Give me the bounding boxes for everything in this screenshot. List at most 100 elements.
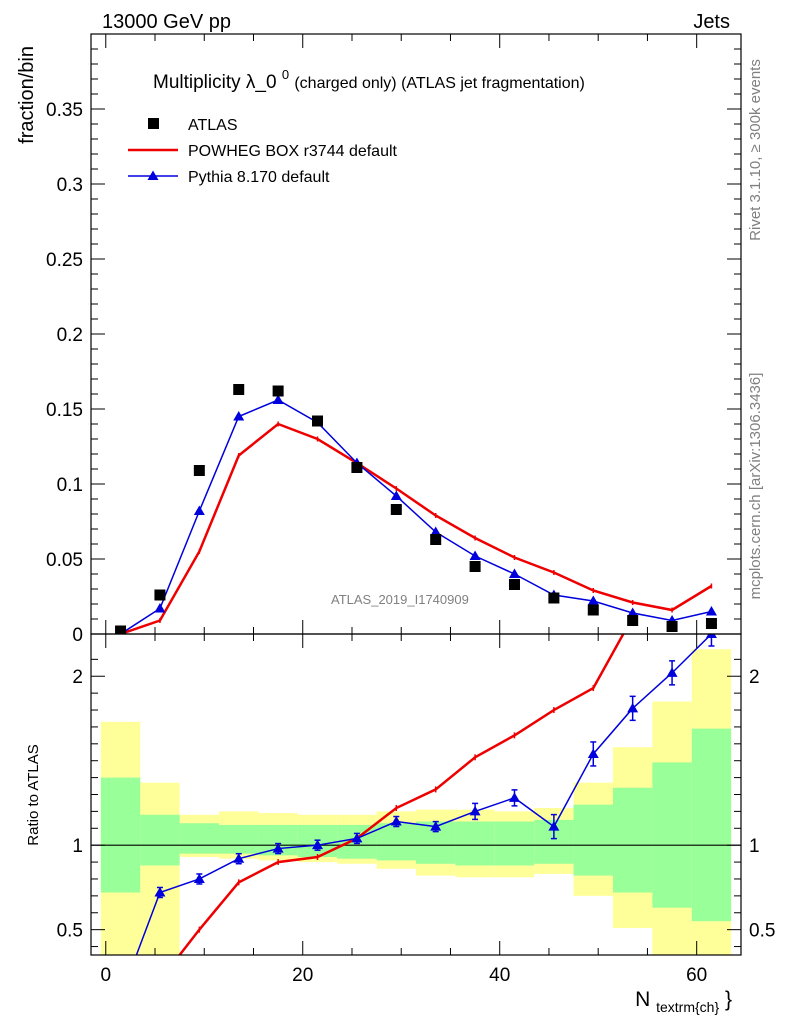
- pythia-line: [120, 399, 712, 634]
- legend-powheg-label: POWHEG BOX r3744 default: [188, 143, 398, 160]
- band-green-bin: [612, 787, 653, 893]
- band-green-bin: [140, 814, 180, 866]
- main-ytick-label: 0.35: [46, 100, 83, 121]
- ratio-pythia-point: [154, 886, 166, 897]
- ratio-pythia-point: [548, 821, 560, 831]
- band-green-bin: [179, 823, 220, 854]
- atlas-point: [272, 385, 284, 397]
- header-right-label: Jets: [693, 11, 730, 33]
- pythia-point: [508, 568, 520, 578]
- pythia-point: [154, 603, 166, 613]
- main-ylabel: fraction/bin: [16, 46, 38, 144]
- rivet-label: Rivet 3.1.10, ≥ 300k events: [747, 59, 764, 241]
- atlas-point: [548, 592, 560, 604]
- ratio-xtick-label: 0: [100, 965, 111, 986]
- atlas-point: [390, 504, 402, 515]
- band-green-bin: [100, 777, 141, 893]
- atlas-point: [154, 589, 166, 601]
- ratio-pythia-point: [312, 839, 324, 850]
- ratio-pythia-point: [390, 816, 402, 826]
- ratio-pythia-point: [469, 805, 481, 816]
- ratio-xlabel-main: N: [635, 988, 650, 1011]
- ratio-ytick-label-left: 2: [72, 667, 83, 688]
- pythia-point: [587, 595, 599, 605]
- pythia-point: [193, 505, 205, 515]
- legend-pythia-label: Pythia 8.170 default: [188, 169, 330, 186]
- ratio-ytick-label-right: 1: [749, 836, 760, 857]
- band-green-bin: [455, 821, 495, 866]
- atlas-point: [666, 621, 678, 632]
- header-left-label: 13000 GeV pp: [102, 11, 231, 33]
- main-ytick-label: 0: [72, 625, 83, 646]
- ratio-ytick-label-right: 2: [749, 667, 760, 688]
- ratio-ytick-label-left: 0.5: [57, 921, 83, 942]
- atlas-point: [587, 604, 599, 616]
- ratio-xtick-label: 20: [292, 965, 313, 986]
- main-ytick-label: 0.15: [46, 400, 83, 421]
- main-ytick-label: 0.05: [46, 550, 83, 571]
- ratio-powheg-line: [178, 634, 625, 955]
- atlas-point: [705, 618, 717, 629]
- band-green-bin: [573, 804, 613, 876]
- legend-atlas-label: ATLAS: [188, 117, 238, 134]
- ratio-xtick-label: 60: [686, 965, 707, 986]
- ratio-pythia-line: [135, 634, 712, 955]
- legend-atlas-marker: [148, 118, 159, 129]
- atlas-point: [627, 615, 639, 626]
- ratio-pythia-point: [272, 843, 284, 853]
- ratio-ylabel: Ratio to ATLAS: [25, 744, 42, 845]
- atlas-point: [508, 579, 520, 590]
- pythia-point: [272, 394, 284, 404]
- ratio-xlabel-close: }: [725, 988, 732, 1011]
- pythia-point: [233, 411, 245, 421]
- ratio-ytick-label-right: 0.5: [749, 921, 775, 942]
- ratio-pythia-point: [587, 748, 599, 758]
- ratio-ytick-label-left: 1: [72, 836, 83, 857]
- band-green-bin: [652, 762, 692, 908]
- ratio-xlabel: N textrm{ch} }: [635, 988, 732, 1017]
- ratio-panel: 0.5 0.51 12 20 20 40 60 Ratio to ATLAS N textr…: [25, 633, 775, 1017]
- legend-pythia-marker: [147, 170, 159, 180]
- ratio-frame: [90, 633, 742, 956]
- ratio-pythia-point: [233, 853, 245, 863]
- legend: ATLAS POWHEG BOX r3744 default Pythia 8.…: [128, 117, 398, 186]
- band-green-bin: [219, 824, 259, 854]
- analysis-label: ATLAS_2019_I1740909: [331, 592, 469, 607]
- band-green-bin: [691, 728, 732, 922]
- main-ytick-label: 0.2: [57, 325, 83, 346]
- ratio-pythia-point: [666, 667, 678, 677]
- pythia-point: [705, 606, 717, 616]
- ratio-xtick-label: 40: [489, 965, 510, 986]
- pythia-point: [430, 526, 442, 536]
- main-title-sup: 0: [282, 67, 289, 82]
- band-green-bin: [494, 821, 535, 866]
- atlas-point: [351, 462, 363, 473]
- main-ytick-label: 0.1: [57, 475, 83, 496]
- atlas-point: [115, 625, 127, 634]
- pythia-point: [469, 550, 481, 560]
- powheg-line: [120, 422, 713, 634]
- main-title-rest: (charged only) (ATLAS jet fragmentation): [294, 75, 585, 92]
- ratio-xlabel-sub: textrm{ch}: [656, 999, 719, 1015]
- ratio-pythia-point: [115, 992, 126, 1002]
- ratio-pythia-point: [508, 792, 520, 802]
- atlas-point: [233, 384, 245, 395]
- ratio-pythia-point: [627, 702, 639, 713]
- pythia-point: [627, 607, 639, 617]
- ratio-pythia-point: [193, 873, 205, 883]
- main-panel: 00.050.10.150.20.250.30.35 fraction/bin …: [16, 33, 742, 646]
- atlas-point: [430, 534, 442, 545]
- atlas-point: [469, 561, 481, 572]
- ratio-pythia-point: [705, 634, 717, 638]
- atlas-point: [193, 465, 205, 476]
- main-title: Multiplicity λ_0 0 (charged only) (ATLAS…: [153, 63, 585, 93]
- ratio-pythia-point: [351, 832, 363, 843]
- ratio-pythia-point: [430, 821, 442, 831]
- band-green-bin: [376, 823, 416, 861]
- main-ytick-label: 0.25: [46, 250, 83, 271]
- mcplots-label: mcplots.cern.ch [arXiv:1306.3436]: [747, 373, 764, 600]
- main-title-main: Multiplicity λ_0: [153, 72, 277, 93]
- main-ytick-label: 0.3: [57, 175, 83, 196]
- atlas-point: [312, 415, 324, 427]
